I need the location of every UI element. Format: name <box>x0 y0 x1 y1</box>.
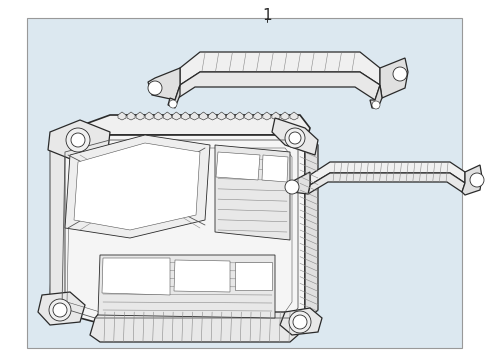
Polygon shape <box>227 112 235 120</box>
Polygon shape <box>263 112 271 120</box>
Circle shape <box>71 133 85 147</box>
Polygon shape <box>310 162 465 185</box>
Circle shape <box>66 128 90 152</box>
Polygon shape <box>216 152 260 180</box>
Polygon shape <box>262 155 288 182</box>
Circle shape <box>470 173 484 187</box>
Polygon shape <box>280 308 322 335</box>
Circle shape <box>169 100 177 108</box>
Polygon shape <box>181 112 189 120</box>
Polygon shape <box>50 135 305 322</box>
Circle shape <box>53 303 67 317</box>
Polygon shape <box>191 112 198 120</box>
Polygon shape <box>163 112 172 120</box>
Polygon shape <box>50 140 65 318</box>
Polygon shape <box>118 112 126 120</box>
Polygon shape <box>172 112 180 120</box>
Text: 1: 1 <box>262 8 272 23</box>
Circle shape <box>148 81 162 95</box>
Polygon shape <box>65 135 210 238</box>
Circle shape <box>285 180 299 194</box>
Polygon shape <box>136 112 144 120</box>
Polygon shape <box>254 112 262 120</box>
Polygon shape <box>308 173 465 194</box>
Circle shape <box>289 132 301 144</box>
Circle shape <box>293 315 307 329</box>
Polygon shape <box>380 58 408 98</box>
Polygon shape <box>127 112 135 120</box>
Polygon shape <box>175 72 380 100</box>
Polygon shape <box>145 112 153 120</box>
Polygon shape <box>235 262 272 290</box>
Polygon shape <box>38 292 85 325</box>
Polygon shape <box>288 172 310 194</box>
Polygon shape <box>295 133 318 322</box>
Polygon shape <box>90 312 298 342</box>
Circle shape <box>49 299 71 321</box>
Polygon shape <box>281 112 289 120</box>
Polygon shape <box>98 255 275 318</box>
Polygon shape <box>199 112 207 120</box>
Circle shape <box>289 311 311 333</box>
Polygon shape <box>174 260 230 292</box>
Circle shape <box>393 67 407 81</box>
Circle shape <box>372 101 380 109</box>
Polygon shape <box>148 68 180 100</box>
Polygon shape <box>102 258 170 295</box>
Polygon shape <box>55 115 310 150</box>
Polygon shape <box>180 52 380 85</box>
Polygon shape <box>236 112 244 120</box>
Polygon shape <box>209 112 217 120</box>
Polygon shape <box>370 85 382 108</box>
Polygon shape <box>272 112 280 120</box>
Polygon shape <box>74 143 200 230</box>
Polygon shape <box>154 112 162 120</box>
Circle shape <box>285 128 305 148</box>
Polygon shape <box>168 85 180 108</box>
Polygon shape <box>462 165 482 195</box>
Polygon shape <box>245 112 253 120</box>
Polygon shape <box>290 112 298 120</box>
Polygon shape <box>48 120 110 162</box>
Polygon shape <box>215 145 290 240</box>
Polygon shape <box>272 118 318 155</box>
Polygon shape <box>218 112 225 120</box>
Bar <box>27 18 462 348</box>
